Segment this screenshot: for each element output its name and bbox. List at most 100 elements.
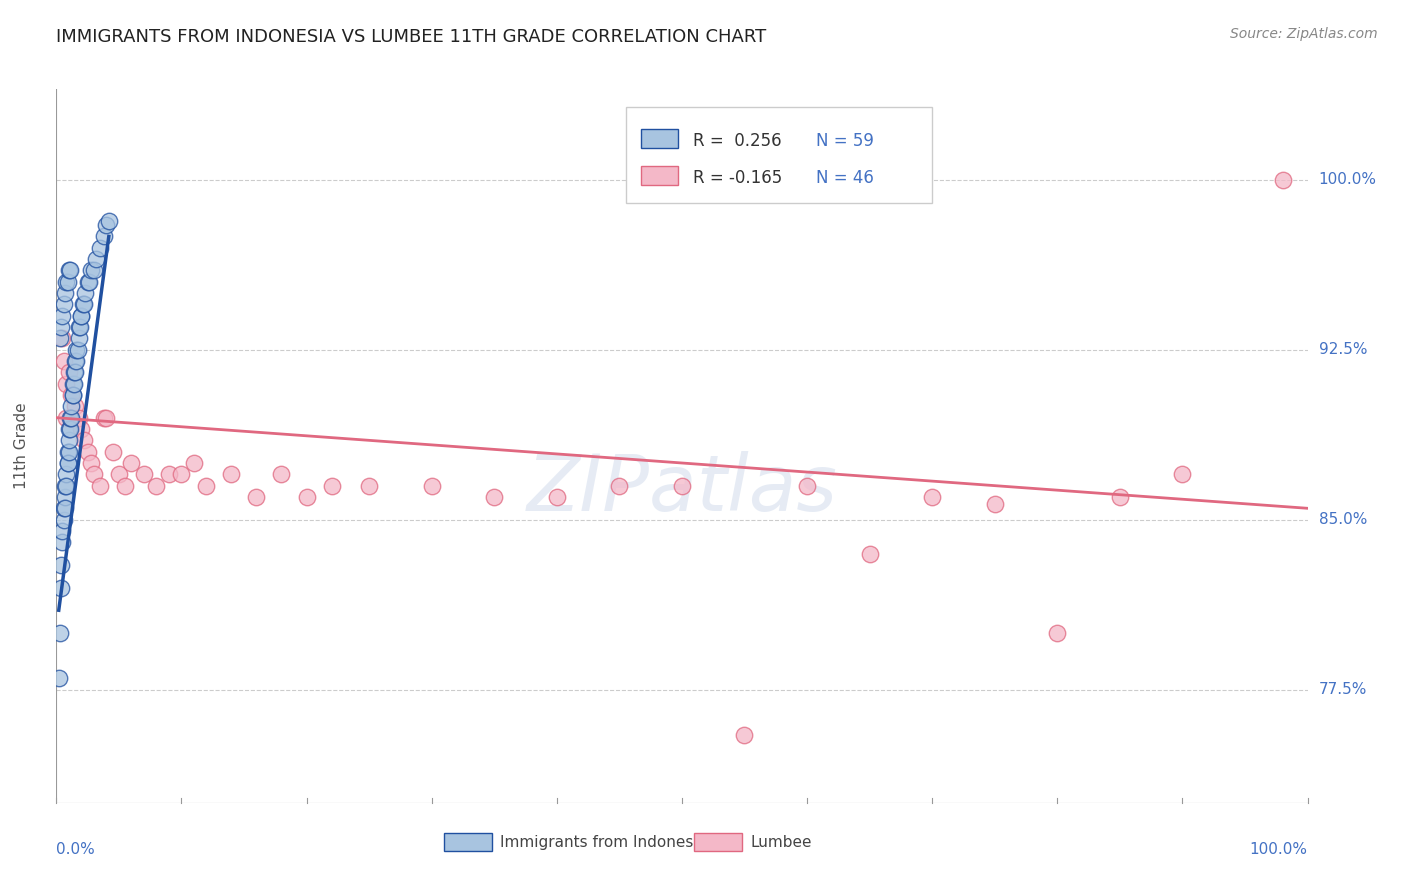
Point xyxy=(56,456,79,470)
Text: N = 46: N = 46 xyxy=(815,169,873,187)
Point xyxy=(67,331,90,345)
Point xyxy=(60,388,83,402)
Point xyxy=(183,456,205,470)
Point xyxy=(55,478,77,492)
Text: 77.5%: 77.5% xyxy=(1319,682,1367,697)
Point xyxy=(96,218,118,232)
Point xyxy=(921,490,943,504)
Point xyxy=(270,467,292,482)
Point xyxy=(1271,173,1294,187)
Point xyxy=(83,263,105,277)
Point xyxy=(858,547,880,561)
Point xyxy=(1109,490,1132,504)
Point xyxy=(62,388,84,402)
Text: Source: ZipAtlas.com: Source: ZipAtlas.com xyxy=(1230,27,1378,41)
Point xyxy=(80,456,103,470)
Point xyxy=(58,422,80,436)
Point xyxy=(69,320,91,334)
Point xyxy=(55,467,77,482)
Point xyxy=(93,410,115,425)
Point xyxy=(108,467,131,482)
Point xyxy=(93,229,115,244)
Point xyxy=(72,297,94,311)
Point xyxy=(62,365,84,379)
Point xyxy=(245,490,267,504)
Point xyxy=(114,478,136,492)
Point xyxy=(80,263,103,277)
Point xyxy=(55,410,77,425)
Point xyxy=(58,444,80,458)
Text: 0.0%: 0.0% xyxy=(56,842,96,857)
Point xyxy=(59,422,82,436)
FancyBboxPatch shape xyxy=(626,107,932,203)
Point xyxy=(52,501,75,516)
FancyBboxPatch shape xyxy=(641,128,678,148)
Point xyxy=(97,213,120,227)
Point xyxy=(170,467,193,482)
Point xyxy=(62,388,84,402)
Point xyxy=(484,490,506,504)
Point xyxy=(59,263,82,277)
Point xyxy=(420,478,443,492)
Point xyxy=(84,252,107,266)
Point xyxy=(52,354,75,368)
Point xyxy=(58,263,80,277)
Point xyxy=(132,467,155,482)
FancyBboxPatch shape xyxy=(695,833,742,851)
Point xyxy=(49,626,72,640)
Point xyxy=(157,467,180,482)
Text: Lumbee: Lumbee xyxy=(751,835,813,850)
Point xyxy=(59,410,82,425)
Point xyxy=(66,343,89,357)
Point xyxy=(73,297,96,311)
Text: IMMIGRANTS FROM INDONESIA VS LUMBEE 11TH GRADE CORRELATION CHART: IMMIGRANTS FROM INDONESIA VS LUMBEE 11TH… xyxy=(56,29,766,46)
Point xyxy=(53,501,76,516)
Point xyxy=(73,434,96,448)
Point xyxy=(51,524,73,538)
Text: 100.0%: 100.0% xyxy=(1250,842,1308,857)
Point xyxy=(52,513,75,527)
Text: 11th Grade: 11th Grade xyxy=(14,402,28,490)
Text: Immigrants from Indonesia: Immigrants from Indonesia xyxy=(501,835,707,850)
Point xyxy=(70,309,93,323)
Point xyxy=(1171,467,1194,482)
Point xyxy=(359,478,381,492)
Point xyxy=(62,376,84,391)
Text: 85.0%: 85.0% xyxy=(1319,512,1367,527)
Point xyxy=(49,331,72,345)
Point xyxy=(76,444,98,458)
Point xyxy=(671,478,693,492)
Point xyxy=(65,354,87,368)
Point xyxy=(96,410,118,425)
Point xyxy=(984,497,1007,511)
FancyBboxPatch shape xyxy=(641,166,678,185)
Point xyxy=(56,444,79,458)
Point xyxy=(55,275,77,289)
Text: N = 59: N = 59 xyxy=(815,132,873,150)
Point xyxy=(120,456,142,470)
Point xyxy=(221,467,243,482)
Point xyxy=(67,410,90,425)
Point xyxy=(56,456,79,470)
Text: 100.0%: 100.0% xyxy=(1319,172,1376,187)
Point xyxy=(51,535,73,549)
Text: 92.5%: 92.5% xyxy=(1319,343,1367,357)
Point xyxy=(51,320,73,334)
Point xyxy=(60,410,83,425)
Point xyxy=(63,354,86,368)
Point xyxy=(56,275,79,289)
Point xyxy=(609,478,631,492)
Point xyxy=(48,671,70,685)
Point xyxy=(60,400,83,414)
Point xyxy=(76,275,98,289)
Point xyxy=(67,320,90,334)
Point xyxy=(195,478,218,492)
Point xyxy=(51,331,73,345)
Point xyxy=(77,275,100,289)
Point xyxy=(89,478,111,492)
Point xyxy=(52,297,75,311)
Point xyxy=(65,343,87,357)
Point xyxy=(62,376,84,391)
Point xyxy=(70,422,93,436)
Point xyxy=(89,241,111,255)
